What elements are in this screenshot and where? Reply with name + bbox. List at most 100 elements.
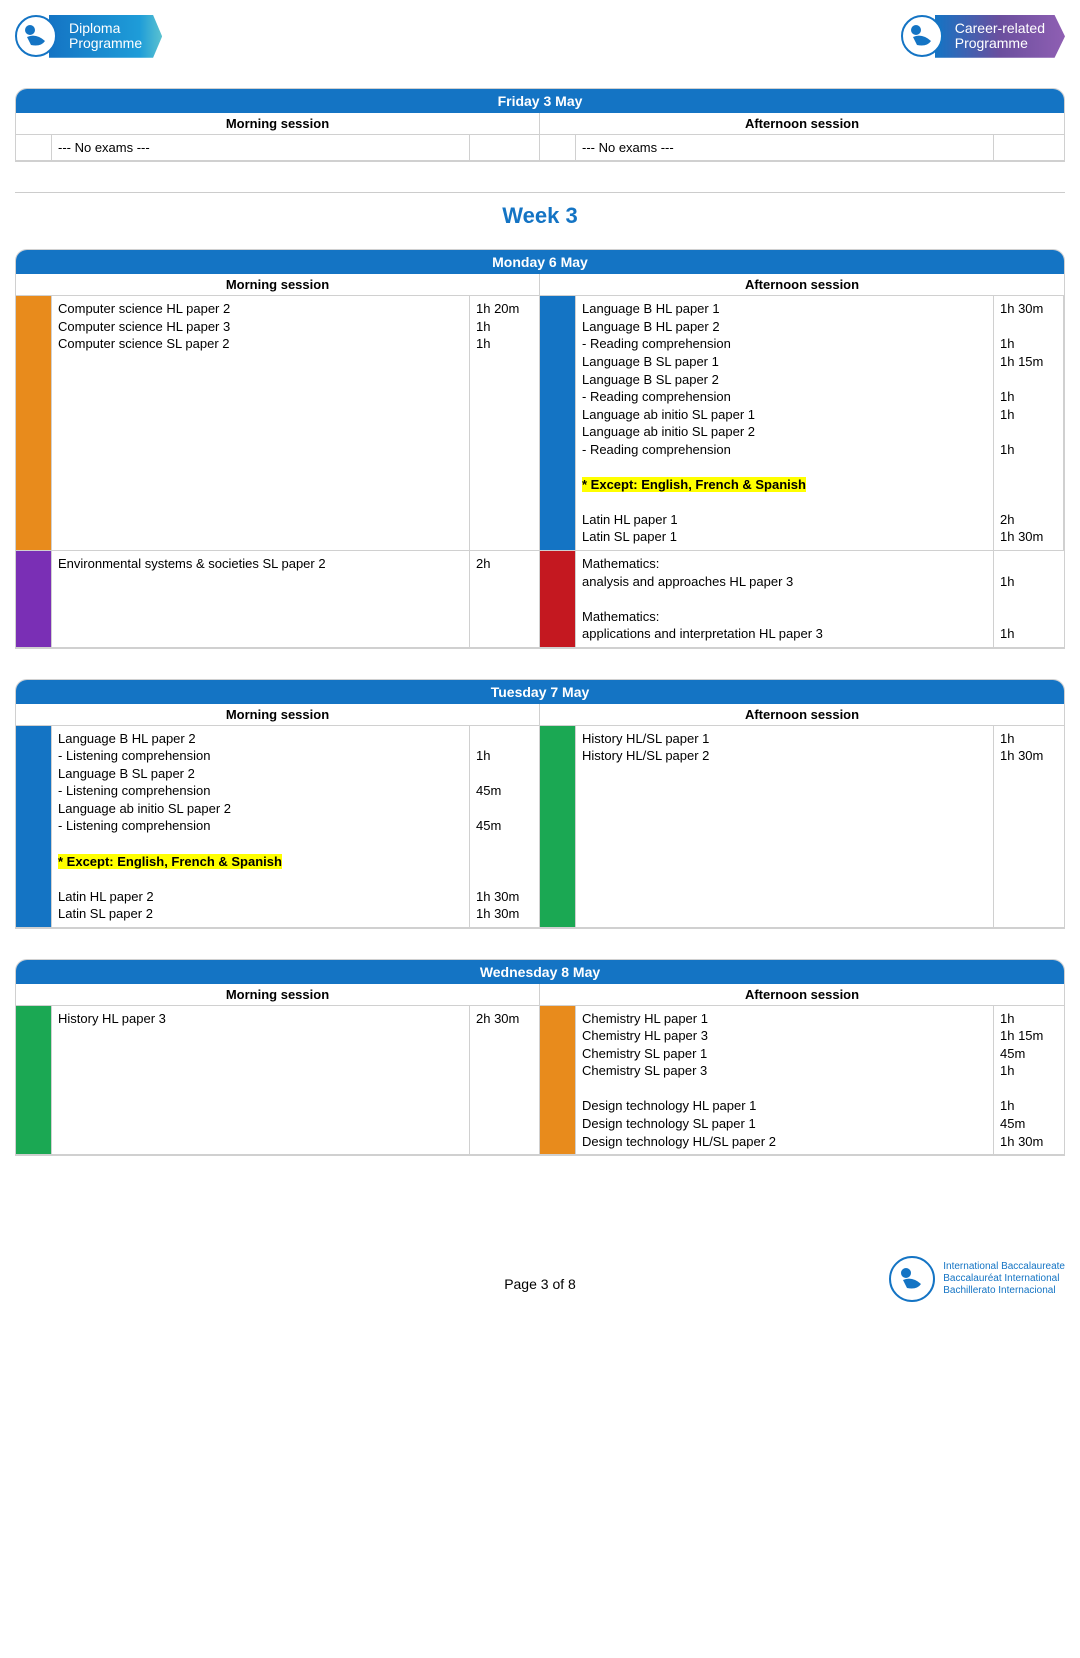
duration-line bbox=[476, 853, 533, 871]
exam-grid: History HL paper 32h 30m Chemistry HL pap… bbox=[16, 1006, 1064, 1155]
footer-logo: International Baccalaureate Baccalauréat… bbox=[889, 1256, 1065, 1302]
afternoon-header: Afternoon session bbox=[540, 113, 1064, 134]
duration-line: 1h 30m bbox=[1000, 747, 1058, 765]
career-badge: Career-related Programme bbox=[935, 15, 1065, 58]
duration-line: 1h 30m bbox=[476, 905, 533, 923]
exam-duration-cell: 1h 30m 1h1h 15m 1h1h 1h 2h1h 30m bbox=[994, 296, 1064, 551]
duration-line: 45m bbox=[476, 782, 533, 800]
exam-duration-cell: 2h 30m bbox=[470, 1006, 540, 1155]
duration-line: 1h bbox=[1000, 625, 1058, 643]
exam-line: Language B SL paper 1 bbox=[582, 353, 987, 371]
day-block: Monday 6 MayMorning sessionAfternoon ses… bbox=[15, 249, 1065, 648]
duration-line bbox=[1000, 371, 1057, 389]
exam-duration-cell: 1h 1h bbox=[994, 551, 1064, 648]
exam-line bbox=[58, 835, 463, 853]
duration-line: 1h bbox=[1000, 1062, 1058, 1080]
exam-line: --- No exams --- bbox=[58, 139, 463, 157]
afternoon-header: Afternoon session bbox=[540, 274, 1064, 295]
exam-line: Language ab initio SL paper 1 bbox=[582, 406, 987, 424]
exam-line: Language ab initio SL paper 2 bbox=[582, 423, 987, 441]
color-strip bbox=[540, 296, 576, 551]
duration-line bbox=[1000, 139, 1058, 157]
exam-line: Computer science HL paper 3 bbox=[58, 318, 463, 336]
duration-line: 1h 15m bbox=[1000, 353, 1057, 371]
duration-line: 1h 20m bbox=[476, 300, 533, 318]
day-header: Friday 3 May bbox=[16, 89, 1064, 113]
day-block: Friday 3 MayMorning sessionAfternoon ses… bbox=[15, 88, 1065, 163]
exam-line: Chemistry SL paper 3 bbox=[582, 1062, 987, 1080]
exam-line: Latin HL paper 2 bbox=[58, 888, 463, 906]
exam-text-cell: History HL/SL paper 1History HL/SL paper… bbox=[576, 726, 994, 928]
day-header: Monday 6 May bbox=[16, 250, 1064, 274]
exam-line: Design technology HL/SL paper 2 bbox=[582, 1133, 987, 1151]
exam-line: Computer science HL paper 2 bbox=[58, 300, 463, 318]
duration-line: 45m bbox=[1000, 1115, 1058, 1133]
day-block: Tuesday 7 MayMorning sessionAfternoon se… bbox=[15, 679, 1065, 929]
color-strip bbox=[540, 135, 576, 162]
ib-icon bbox=[901, 15, 943, 57]
duration-line bbox=[1000, 555, 1058, 573]
exam-line: Chemistry SL paper 1 bbox=[582, 1045, 987, 1063]
exam-line bbox=[582, 493, 987, 511]
duration-line: 45m bbox=[476, 817, 533, 835]
duration-line bbox=[1000, 476, 1057, 494]
exam-line: Language ab initio SL paper 2 bbox=[58, 800, 463, 818]
exam-line: Chemistry HL paper 3 bbox=[582, 1027, 987, 1045]
exam-line: * Except: English, French & Spanish bbox=[582, 476, 987, 494]
duration-line: 45m bbox=[1000, 1045, 1058, 1063]
color-strip bbox=[540, 551, 576, 648]
exam-duration-cell: 1h 20m1h1h bbox=[470, 296, 540, 551]
duration-line bbox=[476, 765, 533, 783]
duration-line bbox=[476, 835, 533, 853]
exam-duration-cell: 2h bbox=[470, 551, 540, 648]
exam-line: Language B SL paper 2 bbox=[582, 371, 987, 389]
badge-line1: Diploma bbox=[69, 21, 142, 36]
color-strip bbox=[16, 551, 52, 648]
exam-text-cell: Language B HL paper 2- Listening compreh… bbox=[52, 726, 470, 928]
day-header: Wednesday 8 May bbox=[16, 960, 1064, 984]
exam-line: --- No exams --- bbox=[582, 139, 987, 157]
duration-line: 1h 30m bbox=[476, 888, 533, 906]
exam-duration-cell: 1h 45m 45m 1h 30m1h 30m bbox=[470, 726, 540, 928]
exam-text-cell: --- No exams --- bbox=[576, 135, 994, 162]
color-strip bbox=[16, 726, 52, 928]
schedule-container: Friday 3 MayMorning sessionAfternoon ses… bbox=[15, 88, 1065, 1156]
exam-line: History HL/SL paper 1 bbox=[582, 730, 987, 748]
color-strip bbox=[16, 296, 52, 551]
morning-header: Morning session bbox=[16, 984, 540, 1005]
exam-line: Mathematics: bbox=[582, 555, 987, 573]
exam-text-cell: Language B HL paper 1Language B HL paper… bbox=[576, 296, 994, 551]
exam-line: - Listening comprehension bbox=[58, 782, 463, 800]
duration-line: 1h 30m bbox=[1000, 300, 1057, 318]
ib-icon bbox=[15, 15, 57, 57]
exam-line bbox=[58, 870, 463, 888]
page-header: Diploma Programme Career-related Program… bbox=[15, 15, 1065, 58]
exam-line: Design technology HL paper 1 bbox=[582, 1097, 987, 1115]
duration-line: 1h bbox=[1000, 573, 1058, 591]
exam-line: Chemistry HL paper 1 bbox=[582, 1010, 987, 1028]
duration-line bbox=[1000, 1080, 1058, 1098]
duration-line bbox=[1000, 423, 1057, 441]
morning-header: Morning session bbox=[16, 274, 540, 295]
exam-line: Mathematics: bbox=[582, 608, 987, 626]
badge-line1: Career-related bbox=[955, 21, 1045, 36]
exam-duration-cell bbox=[994, 135, 1064, 162]
page-footer: Page 3 of 8 International Baccalaureate … bbox=[15, 1276, 1065, 1292]
duration-line: 1h bbox=[1000, 335, 1057, 353]
duration-line: 1h 30m bbox=[1000, 528, 1057, 546]
exam-text-cell: History HL paper 3 bbox=[52, 1006, 470, 1155]
duration-line bbox=[1000, 458, 1057, 476]
badge-line2: Programme bbox=[69, 36, 142, 51]
week-title: Week 3 bbox=[15, 203, 1065, 229]
morning-header: Morning session bbox=[16, 113, 540, 134]
ib-icon bbox=[889, 1256, 935, 1302]
exam-text-cell: Mathematics:analysis and approaches HL p… bbox=[576, 551, 994, 648]
duration-line bbox=[1000, 608, 1058, 626]
exam-grid: --- No exams --- --- No exams --- bbox=[16, 135, 1064, 162]
page-number: Page 3 of 8 bbox=[504, 1276, 576, 1292]
exam-line: Environmental systems & societies SL pap… bbox=[58, 555, 463, 573]
duration-line bbox=[476, 800, 533, 818]
duration-line bbox=[1000, 590, 1058, 608]
exam-line: analysis and approaches HL paper 3 bbox=[582, 573, 987, 591]
duration-line bbox=[476, 139, 533, 157]
